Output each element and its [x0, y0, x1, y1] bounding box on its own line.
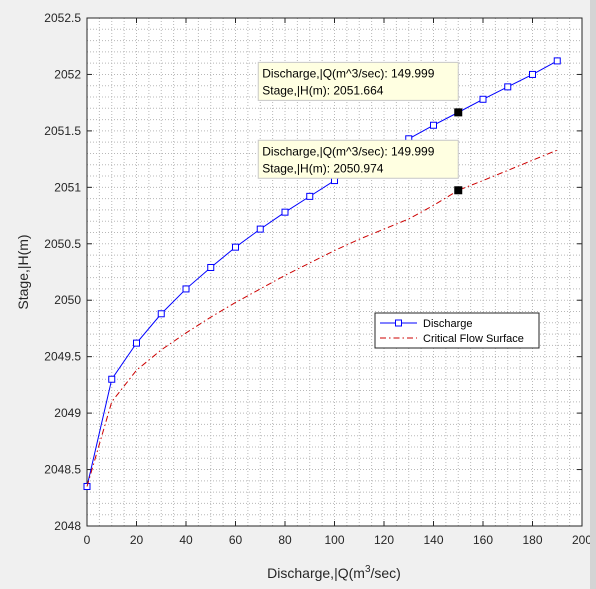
x-tick-label: 140 — [423, 533, 443, 547]
data-point[interactable] — [306, 192, 314, 200]
data-point[interactable] — [133, 339, 140, 347]
data-point[interactable] — [256, 225, 264, 233]
legend-marker — [395, 319, 402, 327]
window-edge — [590, 0, 596, 589]
legend-entry: Critical Flow Surface — [423, 333, 524, 345]
series-line — [86, 149, 558, 487]
y-tick-label: 2050 — [54, 293, 81, 307]
x-tick-label: 180 — [522, 533, 542, 547]
data-point[interactable] — [430, 121, 437, 129]
x-tick-label: 40 — [179, 533, 193, 547]
data-point[interactable] — [553, 57, 561, 65]
grid — [87, 18, 582, 526]
data-point[interactable] — [157, 310, 165, 318]
x-tick-label: 20 — [130, 533, 144, 547]
datatip-line: Stage,|H(m): 2051.664 — [262, 83, 384, 97]
x-tick-label: 200 — [572, 533, 592, 547]
axes: 0 20 40 60 80 100 120 140 160 180 200 2048 2048.5 204… — [44, 11, 592, 547]
datatip-box — [257, 61, 459, 101]
y-tick-label: 2052.5 — [44, 11, 81, 25]
datatip-marker[interactable] — [454, 108, 463, 117]
data-point[interactable] — [182, 285, 190, 293]
x-axis-label: Discharge,|Q(m3/sec) — [267, 564, 401, 581]
y-tick-label: 2050.5 — [44, 237, 81, 251]
x-tick-label: 160 — [473, 533, 493, 547]
data-point[interactable] — [529, 70, 536, 78]
y-axis-label: Stage,|H(m) — [15, 234, 31, 309]
series-layer — [83, 57, 561, 490]
x-tick-label: 80 — [278, 533, 292, 547]
x-tick-label: 120 — [374, 533, 394, 547]
datatip-box — [257, 139, 459, 179]
x-tick-label: 60 — [229, 533, 243, 547]
datatip-line: Stage,|H(m): 2050.974 — [262, 161, 384, 175]
x-tick-label: 0 — [84, 533, 91, 547]
datatip[interactable]: Discharge,|Q(m^3/sec): 149.999 Stage,|H(m… — [257, 139, 463, 195]
y-tick-label: 2051.5 — [44, 124, 81, 138]
data-point[interactable] — [232, 243, 239, 251]
legend-box — [374, 312, 540, 349]
y-tick-label: 2049.5 — [44, 350, 81, 364]
datatip[interactable]: Discharge,|Q(m^3/sec): 149.999 Stage,|H(m… — [257, 61, 463, 117]
data-point[interactable] — [504, 83, 512, 91]
data-point[interactable] — [207, 263, 215, 271]
y-tick-label: 2051 — [54, 180, 81, 194]
datatips[interactable]: Discharge,|Q(m^3/sec): 149.999 Stage,|H(m… — [257, 61, 463, 195]
data-point[interactable] — [108, 375, 116, 383]
datatip-line: Discharge,|Q(m^3/sec): 149.999 — [262, 144, 434, 158]
y-tick-label: 2052 — [54, 67, 81, 81]
legend[interactable]: Discharge Critical Flow Surface — [374, 312, 540, 349]
data-point[interactable] — [479, 95, 487, 103]
datatip-line: Discharge,|Q(m^3/sec): 149.999 — [262, 66, 434, 80]
y-tick-label: 2048 — [54, 519, 81, 533]
series-line — [86, 60, 558, 487]
y-tick-label: 2048.5 — [44, 463, 81, 477]
x-tick-label: 100 — [324, 533, 344, 547]
datatip-marker[interactable] — [454, 186, 463, 195]
y-tick-label: 2049 — [54, 406, 81, 420]
data-point[interactable] — [281, 208, 289, 216]
legend-entry: Discharge — [423, 318, 473, 330]
